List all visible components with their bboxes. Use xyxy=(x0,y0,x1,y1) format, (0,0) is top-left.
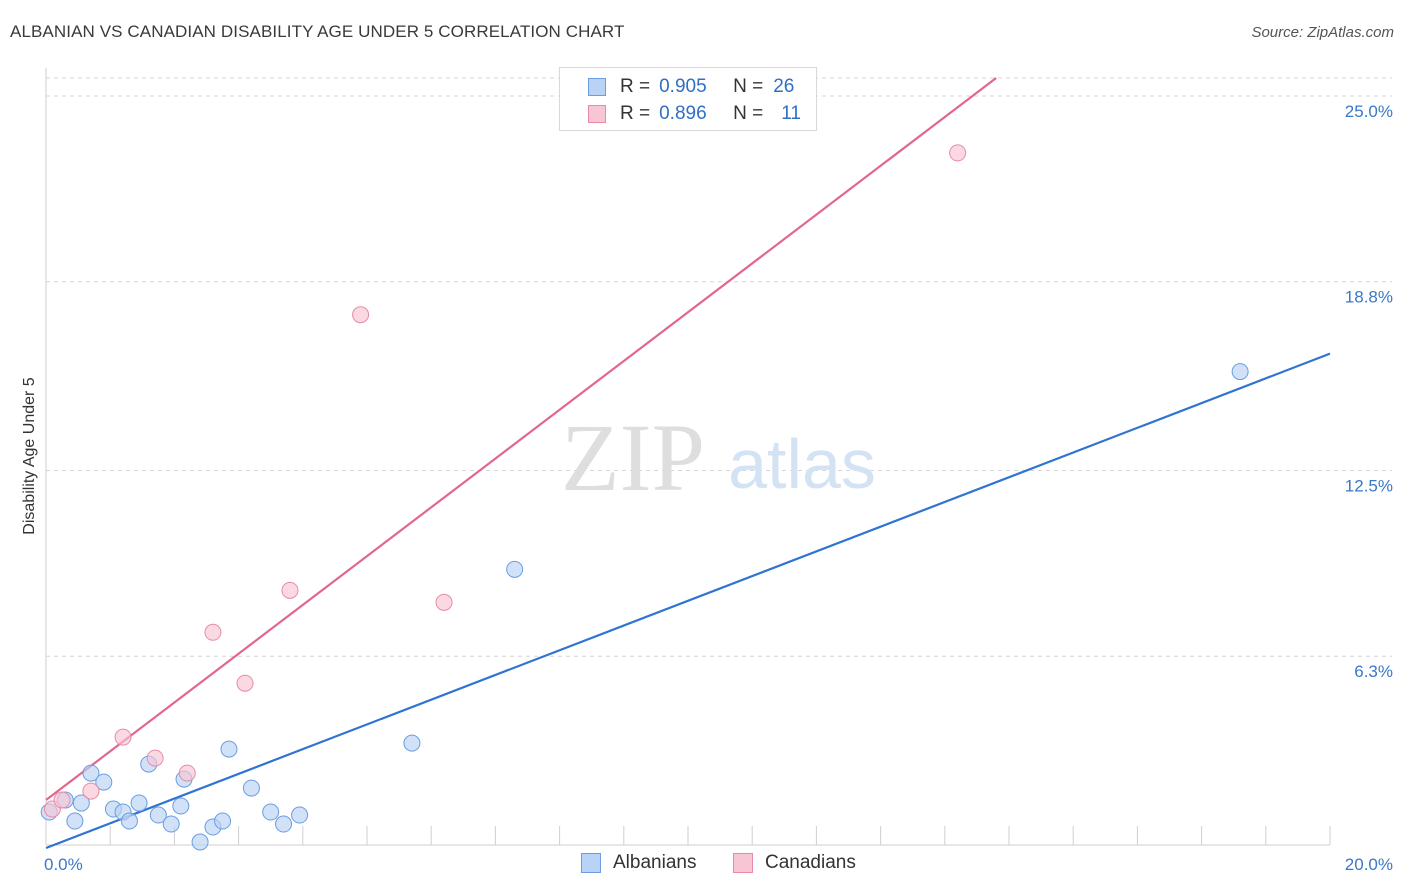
albanians-point xyxy=(72,794,90,812)
canadians-point xyxy=(53,791,71,809)
canadians-point xyxy=(949,144,967,162)
canadians-point xyxy=(352,306,370,324)
albanians-point xyxy=(275,815,293,833)
legend-row-albanians: R = 0.905 N = 26 xyxy=(588,75,794,99)
albanians-point xyxy=(95,773,113,791)
albanians-point xyxy=(172,797,190,815)
canadians-point xyxy=(146,749,164,767)
canadians-point xyxy=(281,581,299,599)
source-label: Source: ZipAtlas.com xyxy=(1251,24,1394,41)
trend-lines xyxy=(45,77,1331,850)
gridlines xyxy=(46,77,1392,657)
albanians-point xyxy=(130,794,148,812)
x-tick-label: 20.0% xyxy=(1345,855,1393,874)
legend-r-label: R = xyxy=(620,103,651,124)
legend-label-canadians: Canadians xyxy=(765,852,856,873)
canadians-point xyxy=(435,593,453,611)
legend-n-value: 11 xyxy=(781,103,801,124)
correlation-legend: R = 0.905 N = 26 R = 0.896 N = 11 xyxy=(559,67,817,131)
albanians-swatch xyxy=(581,853,601,873)
albanians-trend-line xyxy=(45,352,1331,850)
albanians-point xyxy=(162,815,180,833)
albanians-point xyxy=(120,812,138,830)
legend-label-albanians: Albanians xyxy=(613,852,697,873)
canadians-point xyxy=(114,728,132,746)
legend-item-albanians: Albanians xyxy=(581,852,696,874)
albanians-point xyxy=(82,764,100,782)
series-legend: Albanians Canadians xyxy=(0,852,1406,876)
y-tick-label: 25.0% xyxy=(1345,102,1393,121)
albanians-point xyxy=(149,806,167,824)
canadians-trend-line xyxy=(45,77,997,801)
albanians-point xyxy=(191,833,209,851)
albanians-point xyxy=(1231,363,1249,381)
legend-item-canadians: Canadians xyxy=(733,852,856,874)
albanians-point xyxy=(242,779,260,797)
chart-title: ALBANIAN VS CANADIAN DISABILITY AGE UNDE… xyxy=(10,22,625,41)
albanians-point xyxy=(506,560,524,578)
canadians-point xyxy=(204,623,222,641)
legend-r-label: R = xyxy=(620,76,651,97)
x-tick-label: 0.0% xyxy=(44,855,83,874)
canadians-swatch xyxy=(588,105,606,123)
albanians-point xyxy=(262,803,280,821)
legend-n-label: N = xyxy=(733,76,764,97)
albanians-point xyxy=(220,740,238,758)
watermark-atlas: atlas xyxy=(728,425,876,503)
albanians-point xyxy=(214,812,232,830)
watermark: ZIP atlas xyxy=(561,404,876,511)
albanians-point xyxy=(66,812,84,830)
legend-r-value: 0.905 xyxy=(659,76,707,97)
albanians-swatch xyxy=(588,78,606,96)
data-points xyxy=(40,144,1249,851)
legend-r-value: 0.896 xyxy=(659,103,707,124)
canadians-swatch xyxy=(733,853,753,873)
watermark-zip: ZIP xyxy=(561,404,705,511)
tick-labels: 6.3% 12.5% 18.8% 25.0% 0.0% 20.0% xyxy=(44,102,1393,874)
canadians-point xyxy=(178,764,196,782)
legend-n-value: 26 xyxy=(773,76,795,97)
albanians-point xyxy=(403,734,421,752)
canadians-point xyxy=(236,674,254,692)
y-tick-label: 6.3% xyxy=(1354,662,1393,681)
canadians-point xyxy=(82,782,100,800)
y-axis-label: Disability Age Under 5 xyxy=(21,377,38,535)
y-tick-label: 12.5% xyxy=(1345,476,1393,495)
albanians-point xyxy=(291,806,309,824)
legend-n-label: N = xyxy=(733,103,764,124)
axes xyxy=(45,68,1331,846)
legend-row-canadians: R = 0.896 N = 11 xyxy=(588,102,801,126)
y-tick-label: 18.8% xyxy=(1345,288,1393,307)
